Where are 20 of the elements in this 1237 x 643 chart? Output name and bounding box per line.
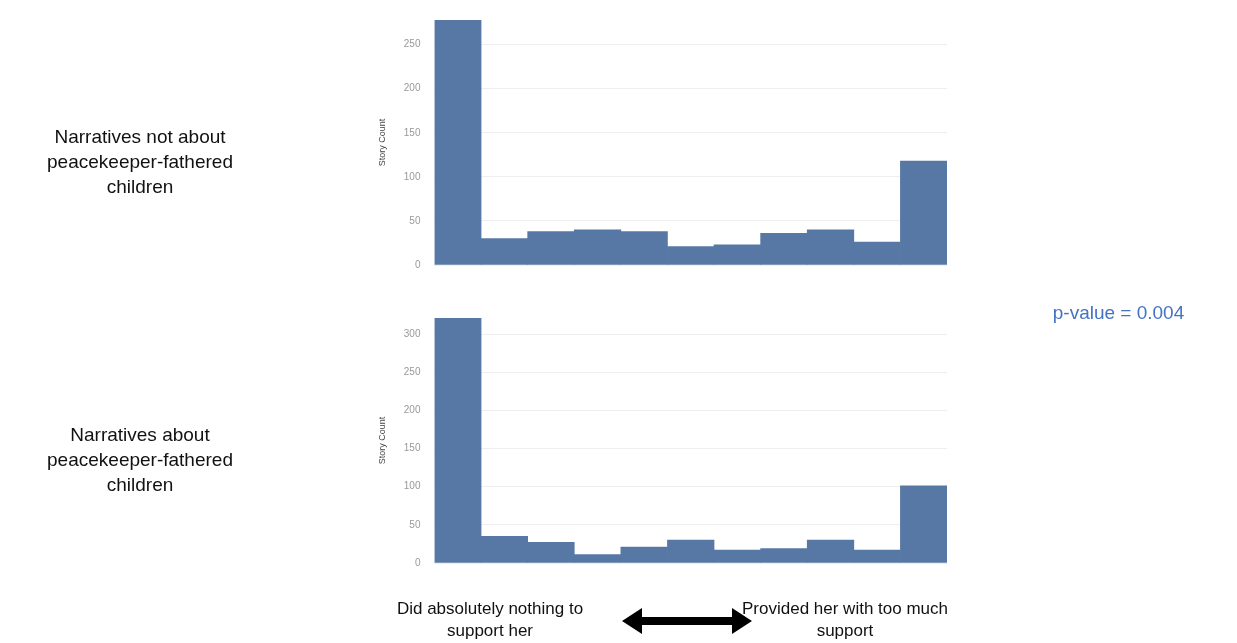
y-tick-label: 300 bbox=[403, 327, 421, 339]
y-tick-label: 100 bbox=[403, 480, 421, 492]
y-tick-label: 0 bbox=[414, 556, 421, 568]
y-tick-label: 250 bbox=[403, 38, 421, 50]
y-tick-label: 50 bbox=[409, 518, 421, 530]
text: Did absolutely nothing to support her bbox=[395, 598, 585, 642]
y-axis-title: Story Count bbox=[376, 118, 387, 167]
text: Provided her with too much support bbox=[741, 598, 949, 642]
y-tick-label: 250 bbox=[403, 365, 421, 377]
y-axis-title: Story Count bbox=[376, 416, 387, 465]
y-tick-label: 200 bbox=[403, 82, 421, 94]
y-tick-label: 150 bbox=[403, 126, 421, 138]
y-tick-label: 200 bbox=[403, 404, 421, 416]
y-tick-label: 0 bbox=[414, 258, 421, 270]
text: Narratives about peacekeeper-fathered children bbox=[47, 423, 233, 495]
y-tick-label: 150 bbox=[403, 442, 421, 454]
y-tick-label: 50 bbox=[409, 214, 421, 226]
text: p-value = 0.004 bbox=[1051, 302, 1186, 324]
y-tick-label: 100 bbox=[403, 170, 421, 182]
text: Narratives not about peacekeeper-fathered children bbox=[47, 125, 233, 197]
